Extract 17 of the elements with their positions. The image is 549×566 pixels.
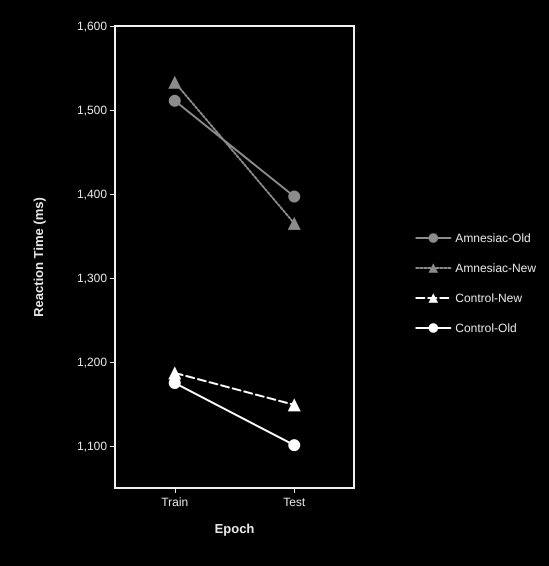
y-tick-label: 1,300 <box>76 271 108 285</box>
y-axis-title: Reaction Time (ms) <box>31 197 46 317</box>
x-tick-label: Train <box>161 495 188 509</box>
legend-label: Control-New <box>455 291 522 305</box>
legend-label: Control-Old <box>455 321 517 335</box>
legend-label: Amnesiac-Old <box>455 231 531 245</box>
point <box>168 94 181 107</box>
legend-label: Amnesiac-New <box>455 261 536 275</box>
y-tick-label: 1,400 <box>76 187 108 201</box>
point <box>288 190 300 203</box>
y-tick-label: 1,500 <box>76 103 108 117</box>
y-tick-label: 1,600 <box>76 19 108 33</box>
y-tick-label: 1,200 <box>76 355 108 369</box>
point <box>288 439 300 452</box>
x-tick-label: Test <box>283 495 306 509</box>
x-axis-title: Epoch <box>214 521 254 536</box>
y-tick-label: 1,100 <box>76 439 108 453</box>
